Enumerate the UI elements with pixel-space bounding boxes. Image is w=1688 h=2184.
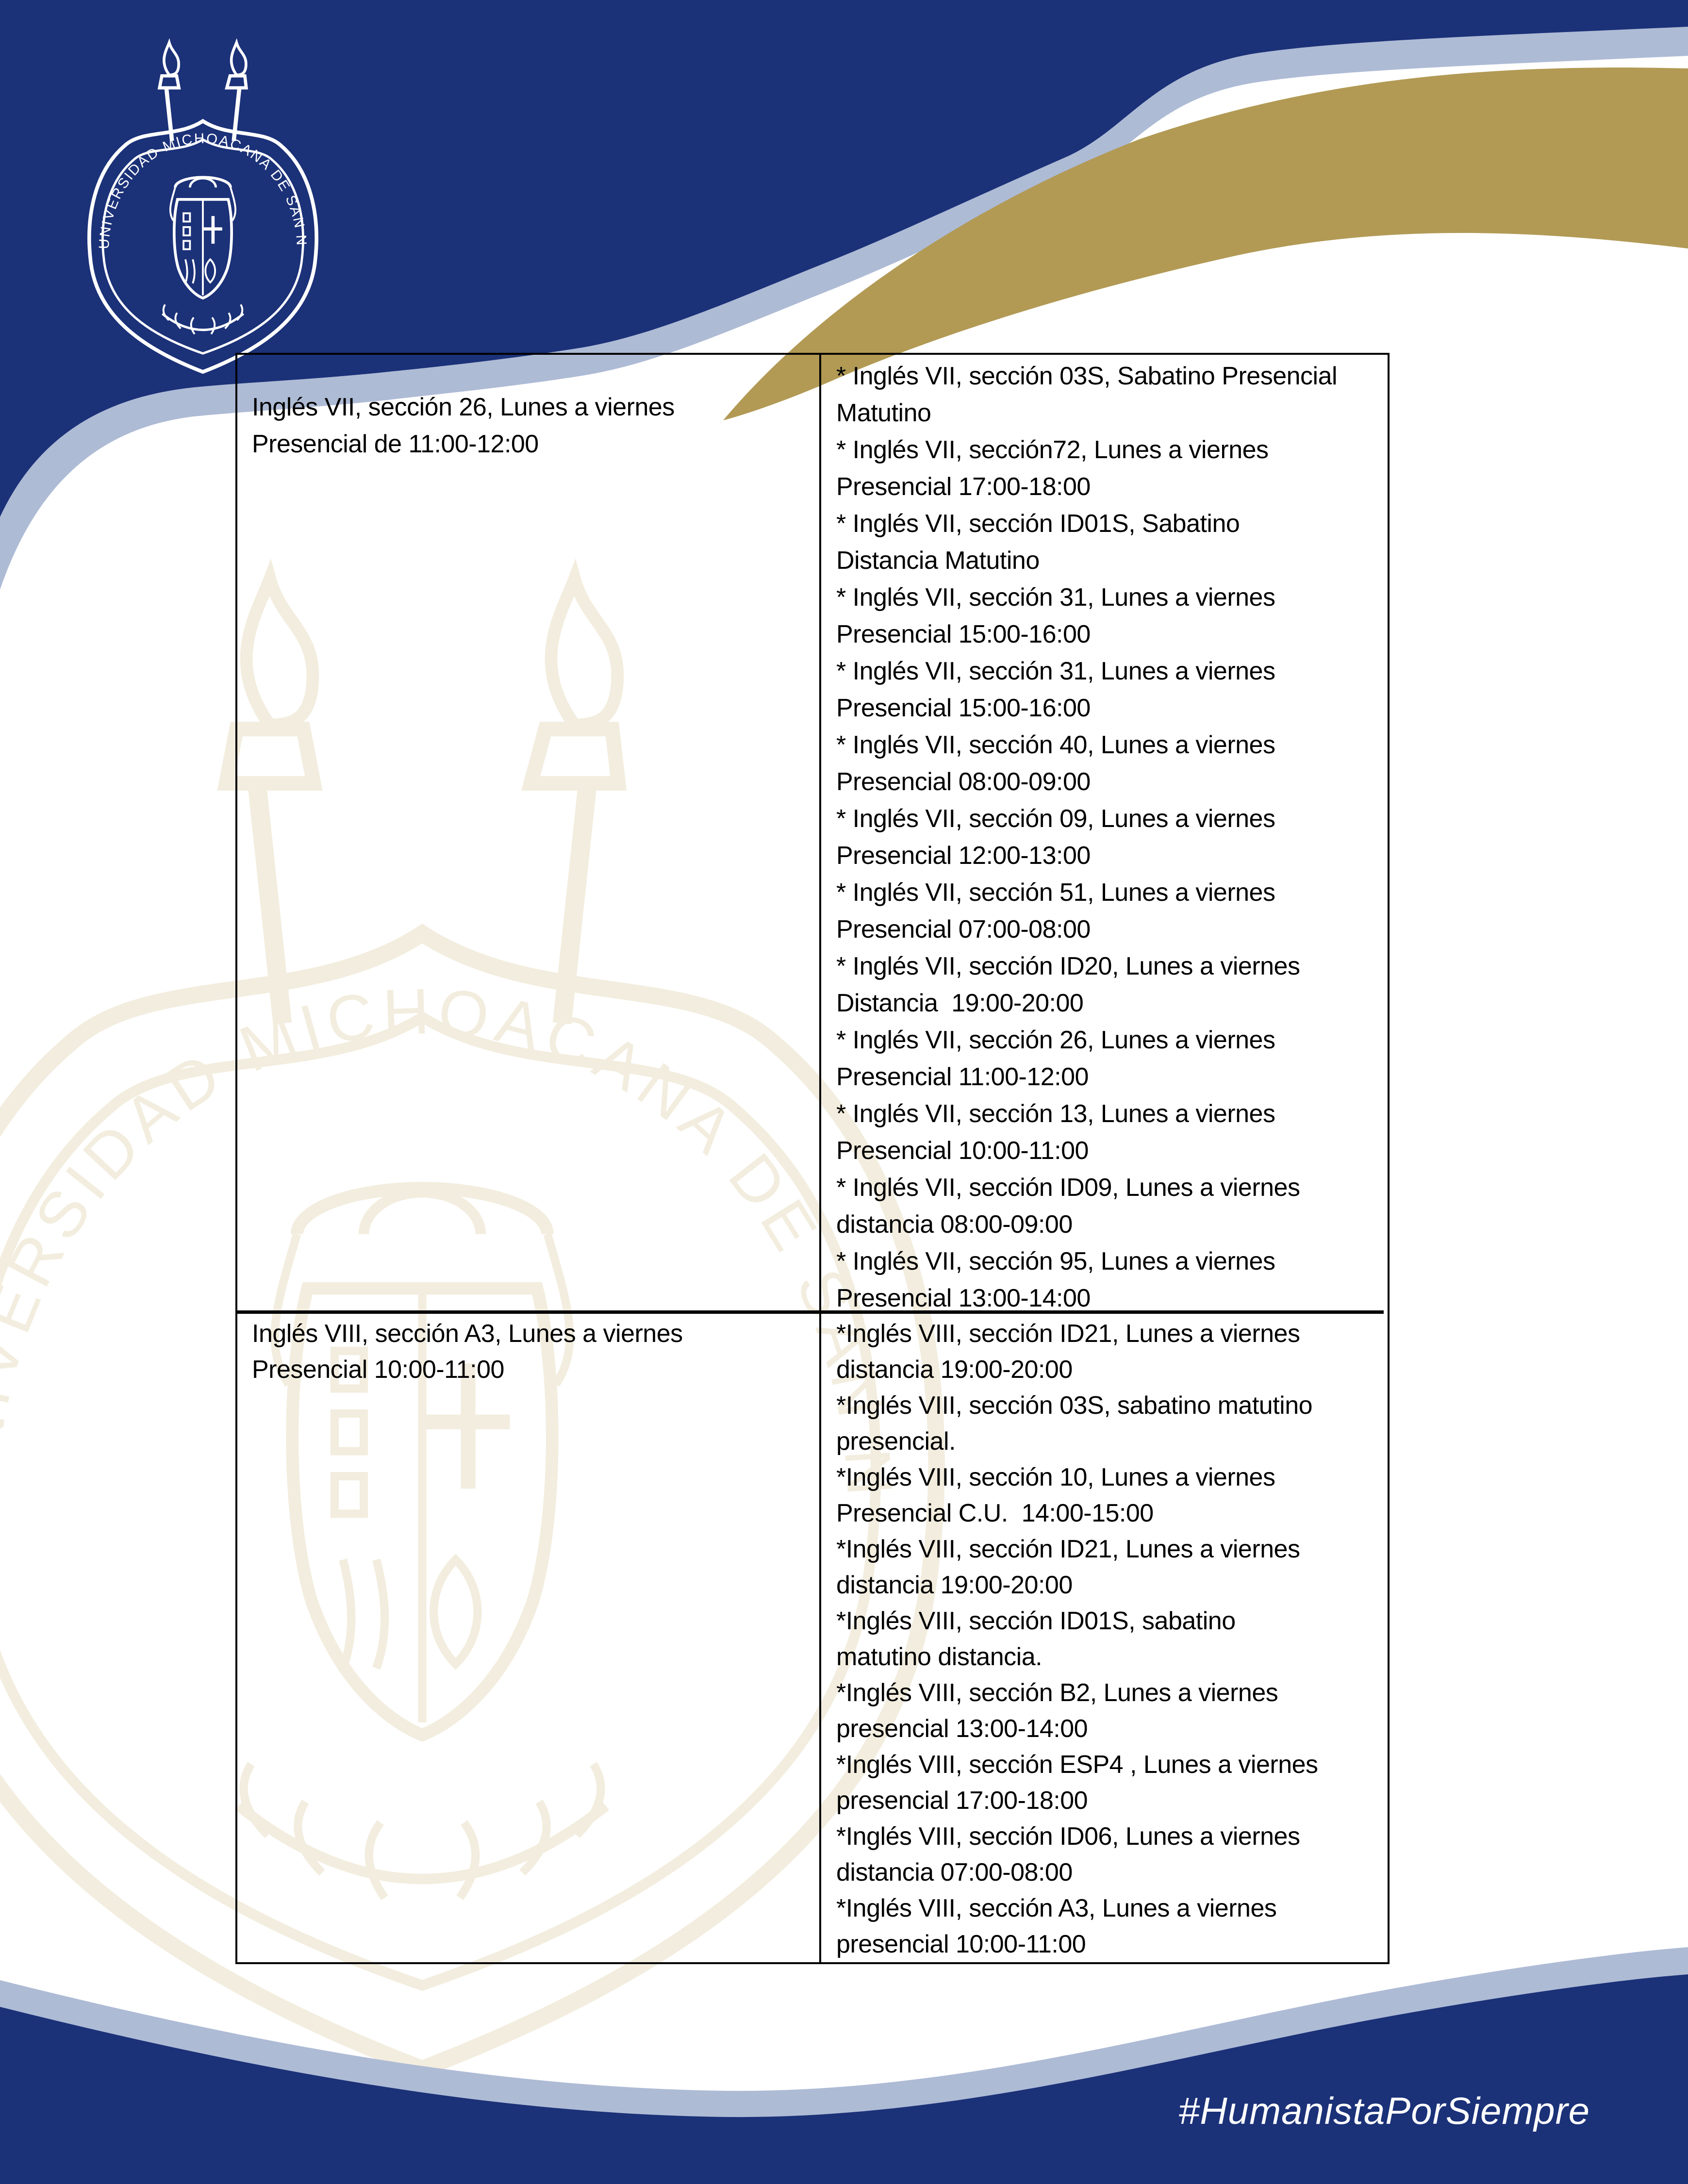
table-text-line: Presencial C.U. 14:00-15:00 xyxy=(836,1499,1154,1527)
table-text-line: Inglés VIII, sección A3, Lunes a viernes xyxy=(252,1320,683,1348)
table-text-line: * Inglés VII, sección 13, Lunes a vierne… xyxy=(836,1100,1275,1128)
table-text-line: *Inglés VIII, sección B2, Lunes a vierne… xyxy=(836,1679,1278,1707)
table-text-line: * Inglés VII, sección ID09, Lunes a vier… xyxy=(836,1174,1300,1202)
table-text-line: *Inglés VIII, sección 10, Lunes a vierne… xyxy=(836,1463,1275,1491)
table-text-line: Presencial 15:00-16:00 xyxy=(836,620,1091,648)
table-text-line: *Inglés VIII, sección A3, Lunes a vierne… xyxy=(836,1894,1277,1922)
table-text-line: Presencial 08:00-09:00 xyxy=(836,768,1091,796)
table-text-line: Inglés VII, sección 26, Lunes a viernes xyxy=(252,393,675,421)
table-text-line: * Inglés VII, sección ID01S, Sabatino xyxy=(836,510,1240,538)
table-text-line: Presencial 15:00-16:00 xyxy=(836,694,1091,722)
table-text-line: presencial 17:00-18:00 xyxy=(836,1787,1088,1815)
table-text-line: Presencial 11:00-12:00 xyxy=(836,1063,1089,1091)
table-text-line: Distancia Matutino xyxy=(836,546,1040,575)
table-text-line: * Inglés VII, sección 31, Lunes a vierne… xyxy=(836,583,1275,612)
table-text-line: * Inglés VII, sección 31, Lunes a vierne… xyxy=(836,657,1275,685)
table-text-line: * Inglés VII, sección 40, Lunes a vierne… xyxy=(836,731,1275,759)
table-text-line: distancia 07:00-08:00 xyxy=(836,1858,1073,1886)
table-text-line: Presencial 13:00-14:00 xyxy=(836,1284,1091,1312)
table-text-line: Presencial de 11:00-12:00 xyxy=(252,430,539,458)
table-text-line: matutino distancia. xyxy=(836,1643,1043,1671)
table-text-line: Presencial 10:00-11:00 xyxy=(252,1356,504,1384)
table-text-line: Presencial 10:00-11:00 xyxy=(836,1137,1089,1165)
table-text-line: * Inglés VII, sección ID20, Lunes a vier… xyxy=(836,952,1300,980)
table-text-line: distancia 19:00-20:00 xyxy=(836,1571,1073,1599)
table-text-line: Distancia 19:00-20:00 xyxy=(836,989,1084,1017)
table-text-line: distancia 08:00-09:00 xyxy=(836,1210,1073,1239)
table-text-line: * Inglés VII, sección 51, Lunes a vierne… xyxy=(836,878,1275,907)
footer-navy-wave xyxy=(0,1974,1688,2184)
top-navy-wave xyxy=(0,0,1688,517)
table-text-line: *Inglés VIII, sección ESP4 , Lunes a vie… xyxy=(836,1751,1318,1779)
gold-swoosh xyxy=(723,67,1688,420)
table-text-line: Presencial 12:00-13:00 xyxy=(836,842,1091,870)
table-cell-row1-right: * Inglés VII, sección 03S, Sabatino Pres… xyxy=(821,355,1384,1314)
table-text-line: * Inglés VII, sección 09, Lunes a vierne… xyxy=(836,805,1275,833)
table-text-line: Presencial 07:00-08:00 xyxy=(836,915,1091,943)
table-text-line: Matutino xyxy=(836,399,931,427)
table-text-line: * Inglés VII, sección72, Lunes a viernes xyxy=(836,436,1269,464)
table-cell-row2-left: Inglés VIII, sección A3, Lunes a viernes… xyxy=(237,1314,821,1962)
table-cell-row1-left: Inglés VII, sección 26, Lunes a viernes P… xyxy=(237,355,821,1314)
table-text-line: * Inglés VII, sección 95, Lunes a vierne… xyxy=(836,1247,1275,1275)
table-text-line: *Inglés VIII, sección ID21, Lunes a vier… xyxy=(836,1320,1300,1348)
table-text-line: presencial. xyxy=(836,1427,956,1456)
table-text-line: *Inglés VIII, sección 03S, sabatino matu… xyxy=(836,1391,1313,1420)
table-text-line: * Inglés VII, sección 03S, Sabatino Pres… xyxy=(836,362,1338,390)
table-cell-row2-right: *Inglés VIII, sección ID21, Lunes a vier… xyxy=(821,1314,1384,1962)
table-text-line: presencial 10:00-11:00 xyxy=(836,1930,1086,1958)
table-text-line: Presencial 17:00-18:00 xyxy=(836,473,1091,501)
table-text-line: presencial 13:00-14:00 xyxy=(836,1715,1088,1743)
table-text-line: distancia 19:00-20:00 xyxy=(836,1356,1073,1384)
table-text-line: *Inglés VIII, sección ID06, Lunes a vier… xyxy=(836,1822,1300,1851)
table-text-line: *Inglés VIII, sección ID21, Lunes a vier… xyxy=(836,1535,1300,1563)
schedule-table: Inglés VII, sección 26, Lunes a viernes P… xyxy=(235,353,1390,1964)
table-text-line: *Inglés VIII, sección ID01S, sabatino xyxy=(836,1607,1236,1635)
footer-hashtag: #HumanistaPorSiempre xyxy=(1178,2089,1590,2132)
table-text-line: * Inglés VII, sección 26, Lunes a vierne… xyxy=(836,1026,1275,1054)
